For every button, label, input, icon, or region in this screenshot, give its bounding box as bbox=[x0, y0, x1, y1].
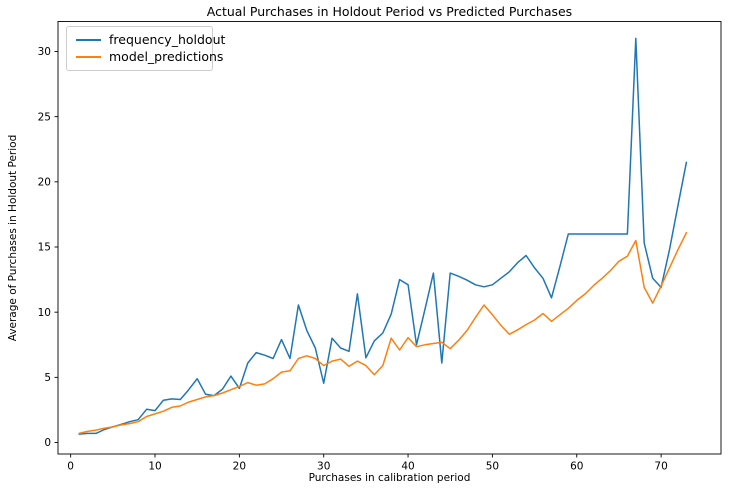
legend: frequency_holdout model_predictions bbox=[66, 26, 225, 71]
legend-item-model_predictions: model_predictions bbox=[67, 48, 223, 65]
series-lines bbox=[78, 37, 688, 435]
y-tick-label: 30 bbox=[38, 46, 51, 58]
x-tick-label: 70 bbox=[654, 461, 667, 473]
y-tick-label: 5 bbox=[44, 372, 51, 384]
x-tick-label: 0 bbox=[67, 461, 74, 473]
x-tick-label: 10 bbox=[148, 461, 161, 473]
series-line-model_predictions bbox=[78, 231, 688, 435]
chart-title: Actual Purchases in Holdout Period vs Pr… bbox=[207, 4, 572, 19]
legend-swatch bbox=[76, 55, 101, 58]
y-axis-ticks: 0 5 10 15 20 25 30 bbox=[38, 46, 58, 449]
legend-item-frequency_holdout: frequency_holdout bbox=[67, 31, 225, 48]
y-tick-label: 10 bbox=[38, 307, 51, 319]
y-axis-label: Average of Purchases in Holdout Period bbox=[7, 135, 19, 342]
series-line-frequency_holdout bbox=[78, 37, 688, 435]
y-tick-label: 25 bbox=[38, 111, 51, 123]
legend-label: frequency_holdout bbox=[109, 32, 226, 47]
x-tick-label: 60 bbox=[570, 461, 583, 473]
x-axis-ticks: 0 10 20 30 40 50 60 70 bbox=[67, 454, 668, 473]
legend-label: model_predictions bbox=[109, 49, 224, 64]
x-tick-label: 50 bbox=[486, 461, 499, 473]
axes-background bbox=[58, 21, 721, 454]
legend-swatch bbox=[76, 38, 101, 41]
x-tick-label: 40 bbox=[401, 461, 414, 473]
axes-frame bbox=[57, 21, 722, 455]
y-tick-label: 0 bbox=[44, 437, 51, 449]
x-tick-label: 30 bbox=[317, 461, 330, 473]
x-tick-label: 20 bbox=[233, 461, 246, 473]
y-tick-label: 20 bbox=[38, 176, 51, 188]
x-axis-label: Purchases in calibration period bbox=[309, 472, 471, 484]
y-tick-label: 15 bbox=[38, 242, 51, 254]
